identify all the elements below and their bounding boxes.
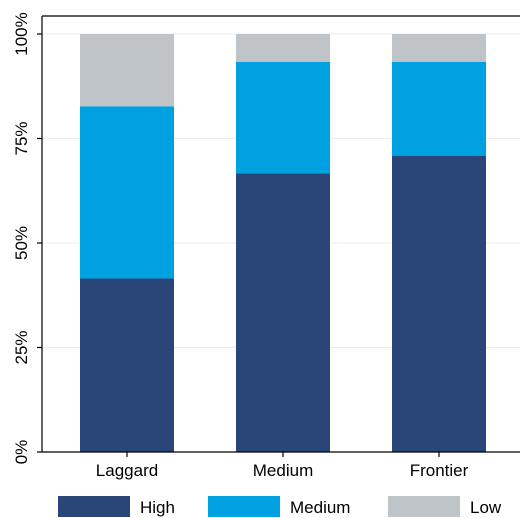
y-axis-ticks: 0% 25% 50% 75% 100% <box>12 12 42 464</box>
bar-laggard-low <box>80 34 174 107</box>
legend-swatch-low <box>388 496 460 517</box>
bar-frontier-low <box>392 34 486 63</box>
x-tick-label: Medium <box>253 461 313 480</box>
bar-frontier-high <box>392 155 486 452</box>
legend: High Medium Low <box>58 496 502 517</box>
bar-medium-high <box>236 173 330 452</box>
y-tick-label: 50% <box>12 226 31 260</box>
bar-frontier-medium <box>392 62 486 156</box>
legend-label-low: Low <box>470 498 502 517</box>
x-axis-ticks: Laggard Medium Frontier <box>96 452 469 480</box>
y-tick-label: 25% <box>12 330 31 364</box>
legend-swatch-medium <box>208 496 280 517</box>
bar-medium-low <box>236 34 330 63</box>
x-tick-label: Laggard <box>96 461 158 480</box>
legend-swatch-high <box>58 496 130 517</box>
y-tick-label: 75% <box>12 121 31 155</box>
legend-label-high: High <box>140 498 175 517</box>
bar-laggard-medium <box>80 106 174 279</box>
legend-label-medium: Medium <box>290 498 350 517</box>
x-tick-label: Frontier <box>410 461 469 480</box>
bar-medium-medium <box>236 62 330 174</box>
bar-laggard-high <box>80 278 174 452</box>
bars <box>80 34 486 452</box>
axes <box>41 15 520 453</box>
y-tick-label: 0% <box>12 440 31 465</box>
y-tick-label: 100% <box>12 12 31 55</box>
